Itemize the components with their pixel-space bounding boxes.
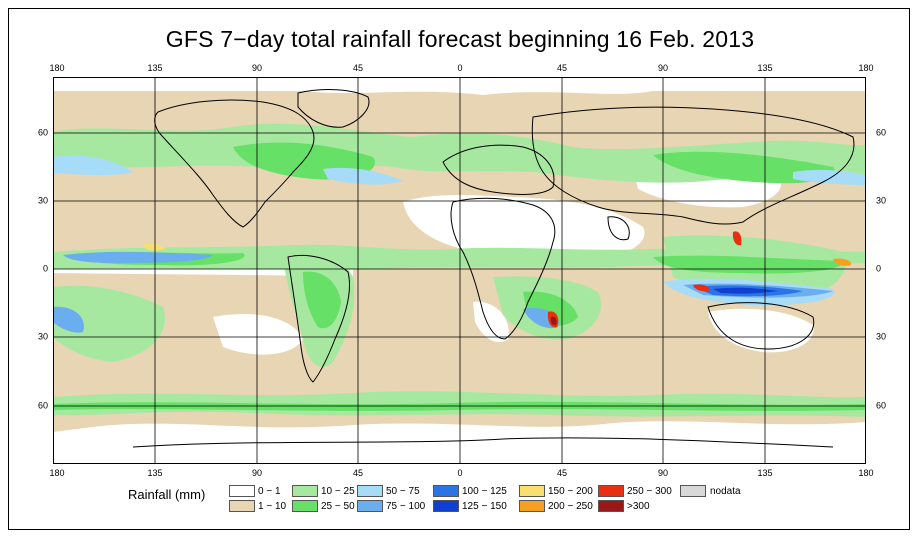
legend-label: 10 − 25 bbox=[321, 486, 355, 497]
legend-label: 125 − 150 bbox=[462, 501, 507, 512]
legend-swatch bbox=[598, 485, 624, 497]
lon-tick-bottom: 90 bbox=[251, 468, 263, 478]
legend-label: 250 − 300 bbox=[627, 486, 672, 497]
legend-title: Rainfall (mm) bbox=[128, 487, 206, 502]
lat-tick-left: 60 bbox=[37, 400, 48, 411]
lat-tick-right: 30 bbox=[876, 331, 887, 342]
lat-tick-left: 30 bbox=[37, 195, 48, 206]
lon-tick-bottom: 45 bbox=[352, 468, 364, 478]
legend-label: 200 − 250 bbox=[548, 501, 593, 512]
legend-label: >300 bbox=[627, 501, 650, 512]
legend-swatch bbox=[292, 500, 318, 512]
legend-swatch bbox=[680, 485, 706, 497]
lon-tick-top: 180 bbox=[49, 63, 65, 73]
figure-frame bbox=[8, 8, 910, 530]
legend-label: 25 − 50 bbox=[321, 501, 355, 512]
lon-tick-bottom: 180 bbox=[858, 468, 874, 478]
legend-label: 100 − 125 bbox=[462, 486, 507, 497]
legend-swatch bbox=[598, 500, 624, 512]
lon-tick-top: 90 bbox=[251, 63, 263, 73]
map-title: GFS 7−day total rainfall forecast beginn… bbox=[165, 26, 755, 52]
legend-label: nodata bbox=[710, 486, 741, 497]
lon-tick-bottom: 90 bbox=[657, 468, 669, 478]
legend-label: 0 − 1 bbox=[258, 486, 281, 497]
legend-swatch bbox=[357, 485, 383, 497]
lat-tick-left: 30 bbox=[37, 331, 48, 342]
legend-swatch bbox=[433, 500, 459, 512]
legend-swatch bbox=[519, 500, 545, 512]
lon-tick-bottom: 45 bbox=[556, 468, 568, 478]
lon-tick-bottom: 180 bbox=[49, 468, 65, 478]
legend-label: 1 − 10 bbox=[258, 501, 287, 512]
lat-tick-right: 60 bbox=[876, 127, 887, 138]
lon-tick-top: 135 bbox=[757, 63, 773, 73]
lat-tick-right: 30 bbox=[876, 195, 887, 206]
lat-tick-right: 60 bbox=[876, 400, 887, 411]
legend-swatch bbox=[357, 500, 383, 512]
legend-swatch bbox=[292, 485, 318, 497]
graticule bbox=[53, 77, 866, 464]
lon-tick-bottom: 0 bbox=[457, 468, 463, 478]
lon-tick-top: 90 bbox=[657, 63, 669, 73]
lon-tick-top: 135 bbox=[147, 63, 163, 73]
legend-swatch bbox=[229, 500, 255, 512]
legend-label: 50 − 75 bbox=[386, 486, 420, 497]
map-border bbox=[53, 77, 866, 464]
legend-swatch bbox=[433, 485, 459, 497]
lat-tick-left: 60 bbox=[37, 127, 48, 138]
lon-tick-top: 180 bbox=[858, 63, 874, 73]
lon-tick-top: 0 bbox=[457, 63, 463, 73]
legend-label: 150 − 200 bbox=[548, 486, 593, 497]
legend-label: 75 − 100 bbox=[386, 501, 426, 512]
rainfall-map bbox=[53, 77, 866, 464]
lat-tick-right: 0 bbox=[876, 263, 882, 274]
legend-swatch bbox=[229, 485, 255, 497]
lon-tick-bottom: 135 bbox=[757, 468, 773, 478]
rain-band-heavy-cores bbox=[143, 231, 852, 328]
lon-tick-top: 45 bbox=[556, 63, 568, 73]
lon-tick-bottom: 135 bbox=[147, 468, 163, 478]
legend-swatch bbox=[519, 485, 545, 497]
lat-tick-left: 0 bbox=[42, 263, 48, 274]
lon-tick-top: 45 bbox=[352, 63, 364, 73]
continent-outlines bbox=[132, 89, 855, 448]
